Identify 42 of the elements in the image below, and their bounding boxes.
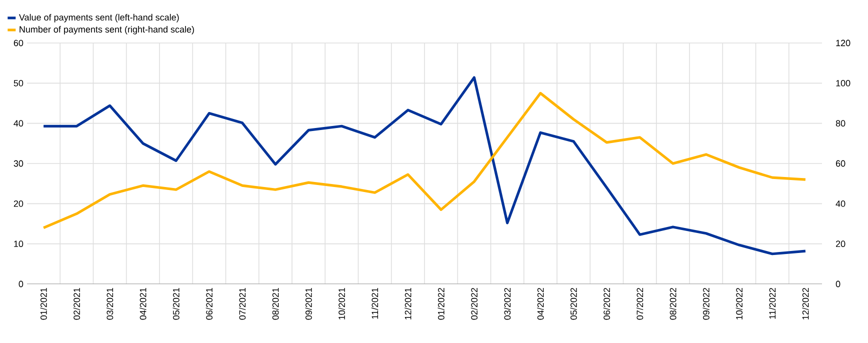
line-series xyxy=(42,76,807,256)
y-tick-label: 50 xyxy=(14,80,24,86)
y2-tick-label: 120 xyxy=(836,40,850,46)
x-tick-label: 08/2022 xyxy=(670,288,676,320)
y-tick-label: 30 xyxy=(14,160,24,167)
legend-label: Number of payments sent (right-hand scale) xyxy=(20,26,194,34)
x-tick-label: 11/2022 xyxy=(769,288,776,319)
x-tick-label: 04/2021 xyxy=(140,288,146,320)
x-tick-label: 06/2022 xyxy=(603,288,610,320)
x-tick-label: 12/2022 xyxy=(802,288,809,320)
y-tick-label: 40 xyxy=(14,120,24,127)
x-tick-label: 03/2022 xyxy=(504,288,511,320)
x-tick-label: 05/2021 xyxy=(172,288,180,320)
y2-tick-label: 60 xyxy=(836,160,846,167)
x-tick-label: 07/2021 xyxy=(239,288,246,320)
y2-tick-label: 20 xyxy=(836,240,846,248)
y2-tick-label: 40 xyxy=(836,200,846,207)
x-tick-label: 10/2021 xyxy=(338,288,345,320)
y-tick-label: 0 xyxy=(18,280,24,288)
line-series xyxy=(42,92,807,230)
x-tick-label: 01/2022 xyxy=(438,288,444,320)
x-tick-label: 09/2022 xyxy=(702,288,710,320)
x-tick-label: 03/2021 xyxy=(106,288,114,320)
legend-label: Value of payments sent (left-hand scale) xyxy=(19,14,179,22)
x-tick-label: 01/2021 xyxy=(40,288,47,320)
x-tick-label: 02/2021 xyxy=(73,288,80,320)
y-tick-label: 10 xyxy=(14,240,24,248)
x-tick-label: 08/2021 xyxy=(272,288,279,320)
x-tick-label: 12/2021 xyxy=(404,288,412,320)
x-tick-label: 11/2021 xyxy=(372,288,378,319)
y2-tick-label: 100 xyxy=(836,80,850,86)
x-tick-label: 04/2022 xyxy=(537,288,544,320)
y2-tick-label: 80 xyxy=(836,120,846,127)
y-tick-label: 60 xyxy=(14,40,24,46)
x-tick-label: 07/2022 xyxy=(636,288,644,320)
y2-tick-label: 0 xyxy=(836,280,840,288)
x-tick-label: 09/2021 xyxy=(305,288,312,320)
x-tick-label: 05/2022 xyxy=(570,288,577,320)
x-tick-label: 02/2022 xyxy=(470,288,478,320)
y-tick-label: 20 xyxy=(14,200,24,207)
x-tick-label: 06/2021 xyxy=(206,288,212,320)
x-tick-label: 10/2022 xyxy=(736,288,743,320)
